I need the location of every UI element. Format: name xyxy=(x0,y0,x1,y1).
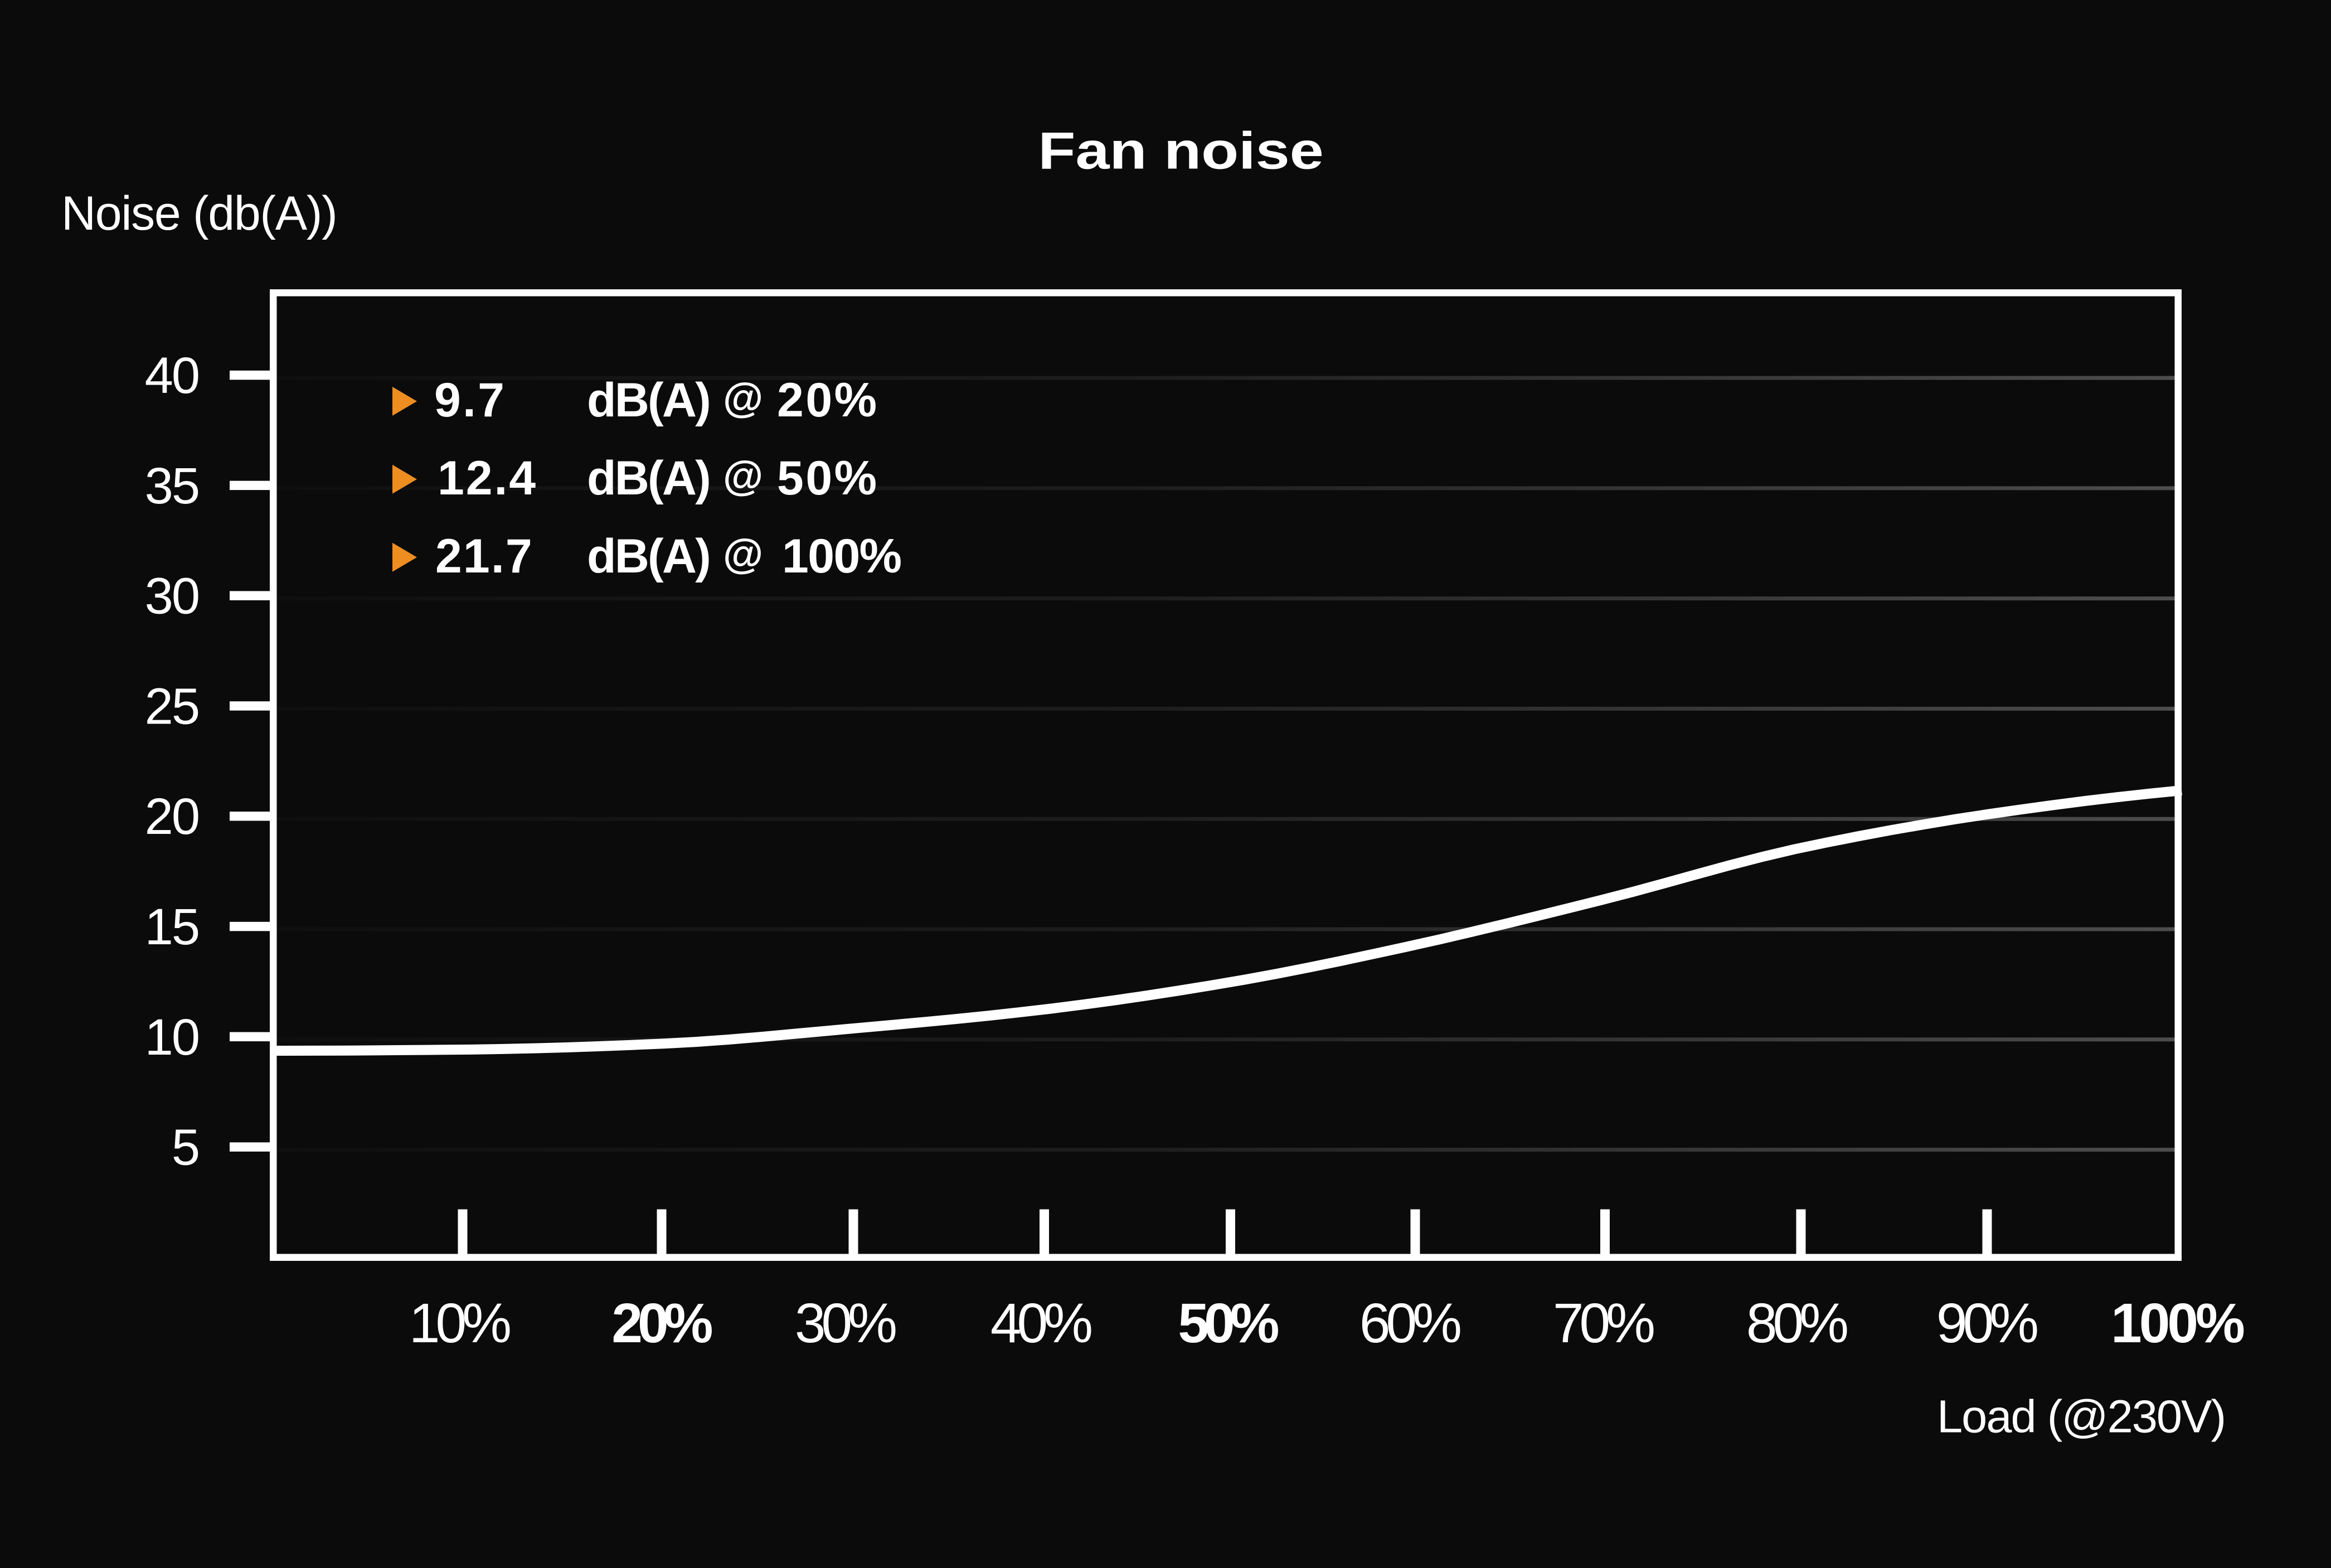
svg-text:30: 30 xyxy=(145,568,198,625)
svg-text:Load (@230V): Load (@230V) xyxy=(1937,1390,2225,1442)
svg-text:5: 5 xyxy=(172,1119,198,1176)
svg-text:10: 10 xyxy=(145,1009,198,1066)
svg-text:25: 25 xyxy=(145,678,198,735)
svg-text:dB(A)@100%: dB(A) @100% xyxy=(587,530,901,583)
svg-text:60%: 60% xyxy=(1359,1292,1460,1355)
svg-text:35: 35 xyxy=(145,458,198,514)
svg-text:9.7: 9.7 xyxy=(434,373,506,427)
svg-text:20%: 20% xyxy=(611,1292,712,1355)
svg-text:12.4: 12.4 xyxy=(438,452,537,505)
svg-text:15: 15 xyxy=(145,899,198,955)
svg-text:80%: 80% xyxy=(1746,1292,1847,1355)
svg-text:dB(A)@50%: dB(A) @50% xyxy=(587,452,879,505)
svg-text:100%: 100% xyxy=(2111,1292,2244,1355)
svg-text:90%: 90% xyxy=(1936,1292,2037,1355)
svg-text:dB(A)@20%: dB(A) @20% xyxy=(587,373,879,427)
svg-text:40%: 40% xyxy=(990,1292,1091,1355)
svg-text:10%: 10% xyxy=(409,1292,510,1355)
svg-text:21.7: 21.7 xyxy=(435,530,533,583)
svg-text:Fan noise: Fan noise xyxy=(1038,121,1323,180)
svg-text:20: 20 xyxy=(145,788,198,845)
svg-text:Noise (db(A)): Noise (db(A)) xyxy=(61,187,337,240)
svg-text:40: 40 xyxy=(145,347,198,404)
svg-text:30%: 30% xyxy=(795,1292,896,1355)
svg-text:70%: 70% xyxy=(1553,1292,1654,1355)
svg-text:50%: 50% xyxy=(1178,1292,1278,1355)
